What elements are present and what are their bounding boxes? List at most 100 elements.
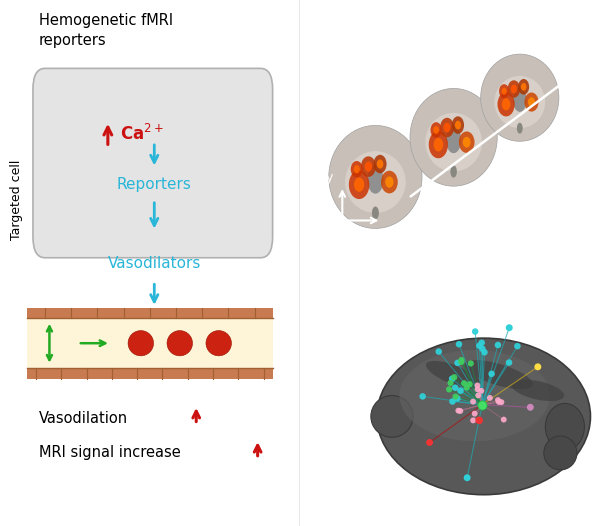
Ellipse shape [440,118,454,137]
Ellipse shape [426,361,481,389]
Point [453,359,463,367]
Point [434,347,443,356]
Ellipse shape [351,161,363,177]
Text: Targeted cell: Targeted cell [10,160,23,240]
Ellipse shape [502,98,510,110]
Point [478,345,487,353]
Ellipse shape [429,131,448,158]
Ellipse shape [459,132,475,153]
Ellipse shape [507,80,520,98]
Ellipse shape [361,156,376,177]
Ellipse shape [345,151,406,213]
Ellipse shape [365,161,372,172]
Point [474,391,483,400]
Point [477,339,487,347]
Point [533,362,542,371]
Ellipse shape [512,380,564,401]
Point [462,383,472,392]
Text: 3D isotropic cell/circuit-specific
hemogenetic fMRI: 3D isotropic cell/circuit-specific hemog… [318,8,527,38]
Point [455,407,465,415]
Point [449,373,459,381]
Point [493,341,503,349]
Bar [27,318,272,368]
Ellipse shape [451,165,457,178]
Ellipse shape [354,177,364,192]
Point [485,393,495,402]
Ellipse shape [511,85,517,93]
FancyBboxPatch shape [33,68,272,258]
Ellipse shape [464,360,533,389]
Ellipse shape [377,159,384,169]
Ellipse shape [349,170,369,199]
Point [504,358,514,367]
Point [471,327,480,336]
Ellipse shape [385,176,394,188]
Ellipse shape [354,165,360,173]
Ellipse shape [372,207,379,219]
Text: z: z [595,52,602,65]
Point [470,409,480,418]
Point [494,398,504,406]
Ellipse shape [206,330,231,356]
Ellipse shape [498,92,515,116]
Point [445,385,454,393]
Point [513,342,522,350]
Point [493,396,503,404]
Point [525,403,535,411]
Text: Reporters: Reporters [117,177,191,191]
Point [468,397,478,406]
Ellipse shape [128,330,153,356]
Point [454,407,463,415]
Point [475,341,484,350]
Point [446,379,455,387]
Point [452,394,462,403]
Point [466,359,475,368]
Ellipse shape [373,155,387,173]
Point [474,416,484,424]
Point [487,370,496,378]
Text: Ca$^{2+}$: Ca$^{2+}$ [120,124,164,144]
Ellipse shape [494,76,545,128]
Point [462,473,472,482]
Point [504,323,514,332]
Point [499,416,509,424]
Bar [27,308,272,318]
Ellipse shape [377,338,591,494]
Ellipse shape [381,171,398,194]
Ellipse shape [446,126,461,153]
Ellipse shape [501,88,507,95]
Ellipse shape [443,123,451,133]
Ellipse shape [518,79,529,95]
Ellipse shape [544,436,577,470]
Point [496,398,506,407]
Ellipse shape [528,97,535,107]
Point [455,387,465,395]
Ellipse shape [481,54,559,141]
Text: Vasodilators: Vasodilators [108,256,201,270]
Text: x: x [387,226,395,239]
Ellipse shape [433,126,439,134]
Text: MRI signal increase: MRI signal increase [39,445,181,460]
Ellipse shape [524,93,539,112]
Point [451,383,460,392]
Point [448,375,457,383]
Point [457,358,466,366]
Ellipse shape [399,350,550,441]
Ellipse shape [452,116,464,134]
Point [473,385,483,393]
Ellipse shape [329,125,422,228]
Ellipse shape [517,123,522,134]
Text: Functional
connectivity
analysis: Functional connectivity analysis [318,273,400,320]
Ellipse shape [410,88,497,186]
Text: Hemogenetic fMRI
reporters: Hemogenetic fMRI reporters [39,13,173,48]
Ellipse shape [167,330,193,356]
Point [418,392,428,401]
Point [457,356,466,364]
Point [477,400,487,409]
Text: y: y [326,170,333,184]
Ellipse shape [521,83,527,90]
Ellipse shape [425,113,482,171]
Ellipse shape [431,122,442,138]
Point [425,438,434,447]
Point [465,380,475,389]
